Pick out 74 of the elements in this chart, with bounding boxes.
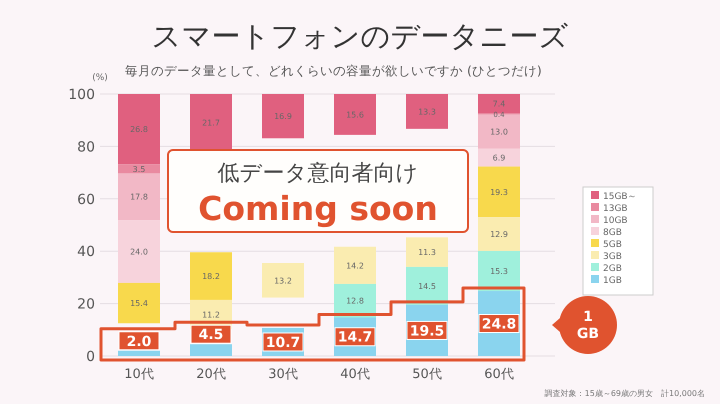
data-label: 10.7 xyxy=(266,334,300,351)
data-label: 12.9 xyxy=(490,230,508,240)
data-label: 19.3 xyxy=(490,188,508,197)
data-label: 3.5 xyxy=(132,164,146,174)
y-tick-label: 0 xyxy=(86,349,95,365)
data-label: 14.7 xyxy=(338,330,372,346)
data-label: 24.0 xyxy=(130,247,148,256)
data-label: 13.0 xyxy=(490,127,508,136)
data-label: 13.2 xyxy=(274,276,292,286)
y-tick-label: 60 xyxy=(77,192,95,208)
data-label: 12.8 xyxy=(346,296,364,306)
data-label: 21.7 xyxy=(202,118,220,128)
data-label: 17.8 xyxy=(130,192,148,202)
bar xyxy=(262,262,304,298)
bar xyxy=(334,94,376,135)
data-label: 15.3 xyxy=(490,266,508,276)
legend-label: 10GB xyxy=(603,216,628,226)
y-axis-title: (%) xyxy=(92,73,108,83)
data-label: 4.5 xyxy=(198,327,224,344)
bar xyxy=(190,252,232,300)
bar xyxy=(478,250,520,292)
data-label: 14.5 xyxy=(418,282,436,291)
legend-label: 1GB xyxy=(603,276,622,286)
bar xyxy=(118,164,160,174)
x-tick-label: 60代 xyxy=(484,367,514,382)
data-label: 11.2 xyxy=(202,310,220,320)
data-label: 19.5 xyxy=(410,323,444,340)
text: 1 GB xyxy=(576,309,600,342)
data-label: 2.0 xyxy=(126,334,152,350)
data-label: 24.8 xyxy=(482,316,516,333)
legend-label: 15GB～ xyxy=(603,192,637,202)
x-tick-label: 10代 xyxy=(124,367,154,382)
bar xyxy=(190,94,232,151)
data-label: 15.6 xyxy=(346,110,364,120)
data-label: 14.2 xyxy=(346,261,364,270)
y-tick-label: 20 xyxy=(77,296,95,313)
bar xyxy=(118,220,160,283)
chart-title: スマートフォンのデータニーズ xyxy=(152,19,568,53)
chart-subtitle: 毎月のデータ量として、どれくらいの容量が欲しいですか (ひとつだけ) xyxy=(125,63,542,78)
data-label: 6.9 xyxy=(492,154,506,163)
x-tick-label: 30代 xyxy=(268,367,298,382)
legend-label: 5GB xyxy=(603,240,622,250)
legend-label: 8GB xyxy=(603,228,622,238)
x-tick-label: 20代 xyxy=(196,367,226,382)
y-tick-label: 100 xyxy=(68,87,95,103)
legend-label: 3GB xyxy=(603,252,622,262)
bar xyxy=(118,173,160,220)
legend-label: 2GB xyxy=(603,264,622,274)
bar xyxy=(478,148,520,167)
data-label: 26.8 xyxy=(130,125,148,134)
bar xyxy=(262,94,304,138)
data-label: 7.4 xyxy=(492,100,506,109)
annotation: 低データ意向者向け xyxy=(218,161,418,186)
bar xyxy=(118,94,160,164)
bar xyxy=(118,350,160,356)
data-label: 18.2 xyxy=(202,272,220,282)
legend-label: 13GB xyxy=(603,204,628,214)
data-label: 11.3 xyxy=(418,248,436,258)
y-tick-label: 40 xyxy=(77,244,95,260)
bar xyxy=(478,166,520,218)
data-label: 15.4 xyxy=(130,299,148,308)
data-label: 13.3 xyxy=(418,107,436,116)
bar xyxy=(478,217,520,251)
y-tick-label: 80 xyxy=(77,139,95,156)
data-label: 16.9 xyxy=(274,112,292,122)
bar xyxy=(334,246,376,284)
bar xyxy=(118,282,160,324)
text: 調査対象：15歳～69歳の男女 計10,000名 xyxy=(544,389,705,398)
bar xyxy=(406,237,448,267)
bar xyxy=(406,94,448,129)
x-tick-label: 50代 xyxy=(412,367,442,382)
bar xyxy=(478,94,520,114)
annotation: Coming soon xyxy=(198,189,438,228)
x-tick-label: 40代 xyxy=(340,367,370,382)
